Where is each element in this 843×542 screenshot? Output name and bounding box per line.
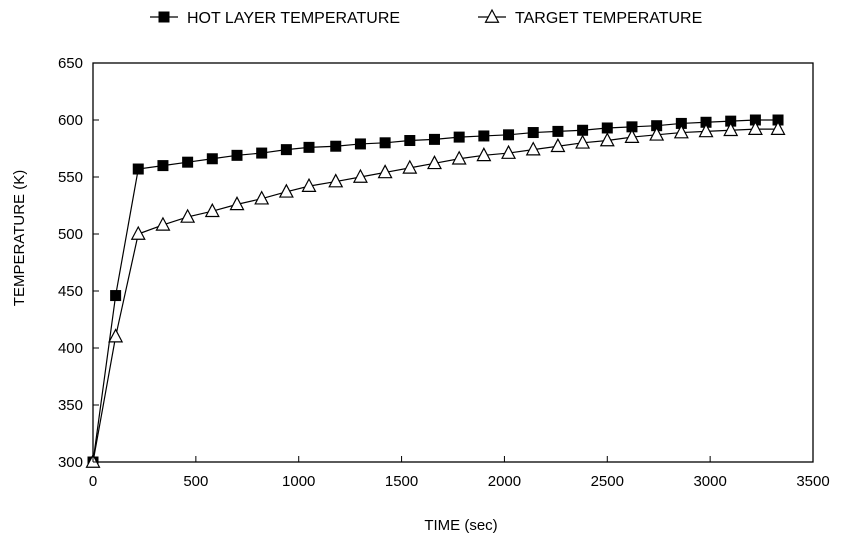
data-point-triangle — [770, 120, 786, 135]
plot-frame — [92, 62, 814, 463]
data-point-square — [330, 140, 342, 152]
y-tick-label: 400 — [58, 340, 83, 357]
x-tick-label: 3500 — [796, 473, 829, 490]
data-point-triangle — [575, 134, 591, 149]
data-point-triangle — [254, 190, 270, 205]
y-axis: 300 350 400 450 500 550 600 650 — [58, 55, 99, 471]
data-point-square — [527, 127, 539, 139]
data-point-triangle — [723, 121, 739, 137]
x-tick-label: 1000 — [282, 473, 315, 490]
y-tick-label: 300 — [58, 454, 83, 471]
legend-label: TARGET TEMPERATURE — [515, 10, 702, 27]
y-tick-label: 600 — [58, 112, 83, 129]
data-point-square — [354, 138, 366, 150]
data-point-triangle — [108, 328, 124, 343]
series-line — [92, 119, 779, 463]
x-axis: 0 500 1000 1500 2000 2500 3000 3500 — [89, 456, 830, 490]
data-point-triangle — [649, 126, 665, 141]
data-point-square — [379, 137, 391, 149]
data-point-triangle — [426, 155, 442, 170]
x-tick-label: 0 — [89, 473, 97, 490]
data-point-triangle — [451, 150, 467, 165]
data-point-square — [478, 130, 490, 142]
x-axis-title: TIME (sec) — [424, 517, 497, 534]
data-point-triangle — [624, 128, 640, 143]
data-point-triangle — [698, 123, 714, 138]
data-point-square — [453, 131, 465, 143]
y-axis-title: TEMPERATURE (K) — [11, 170, 28, 306]
plot-area — [85, 62, 814, 468]
data-point-square — [280, 144, 292, 156]
data-point-triangle — [301, 177, 317, 192]
data-point-triangle — [501, 144, 517, 159]
y-tick-label: 550 — [58, 169, 83, 186]
y-tick-label: 450 — [58, 283, 83, 300]
data-point-triangle — [550, 137, 566, 153]
x-tick-label: 1500 — [385, 473, 418, 490]
legend: HOT LAYER TEMPERATURE TARGET TEMPERATURE — [150, 8, 702, 27]
data-point-triangle — [130, 225, 146, 240]
data-point-square — [428, 133, 440, 145]
data-point-square — [601, 122, 613, 134]
legend-marker-square — [158, 11, 170, 23]
data-point-triangle — [377, 164, 393, 179]
legend-item-target: TARGET TEMPERATURE — [478, 8, 702, 27]
data-point-square — [577, 124, 589, 136]
y-tick-label: 650 — [58, 55, 83, 72]
x-tick-label: 3000 — [693, 473, 726, 490]
data-point-triangle — [352, 168, 368, 183]
data-point-triangle — [229, 196, 245, 211]
data-point-triangle — [155, 216, 171, 231]
data-point-square — [231, 149, 243, 161]
data-point-square — [132, 163, 144, 175]
y-tick-label: 500 — [58, 226, 83, 243]
series-target — [85, 120, 786, 468]
data-point-triangle — [673, 124, 689, 139]
data-point-square — [110, 290, 122, 302]
legend-marker-triangle — [484, 8, 500, 23]
data-point-triangle — [525, 141, 541, 156]
legend-label: HOT LAYER TEMPERATURE — [187, 10, 400, 27]
data-point-square — [256, 147, 268, 159]
data-point-square — [404, 135, 416, 147]
data-point-square — [503, 129, 515, 141]
x-tick-label: 2000 — [488, 473, 521, 490]
data-point-triangle — [180, 208, 196, 223]
data-point-triangle — [204, 202, 220, 218]
data-point-square — [206, 153, 218, 165]
data-point-square — [552, 125, 564, 137]
series-line — [92, 128, 779, 463]
data-point-square — [182, 156, 194, 168]
data-point-triangle — [599, 132, 615, 147]
data-point-triangle — [328, 173, 344, 188]
data-point-triangle — [747, 120, 763, 135]
legend-item-hot-layer: HOT LAYER TEMPERATURE — [150, 10, 400, 27]
data-point-triangle — [402, 159, 418, 174]
data-point-square — [303, 141, 315, 153]
data-point-triangle — [278, 183, 294, 198]
x-tick-label: 500 — [183, 473, 208, 490]
y-tick-label: 350 — [58, 397, 83, 414]
x-tick-label: 2500 — [591, 473, 624, 490]
data-point-triangle — [476, 147, 492, 162]
data-point-square — [157, 160, 169, 172]
